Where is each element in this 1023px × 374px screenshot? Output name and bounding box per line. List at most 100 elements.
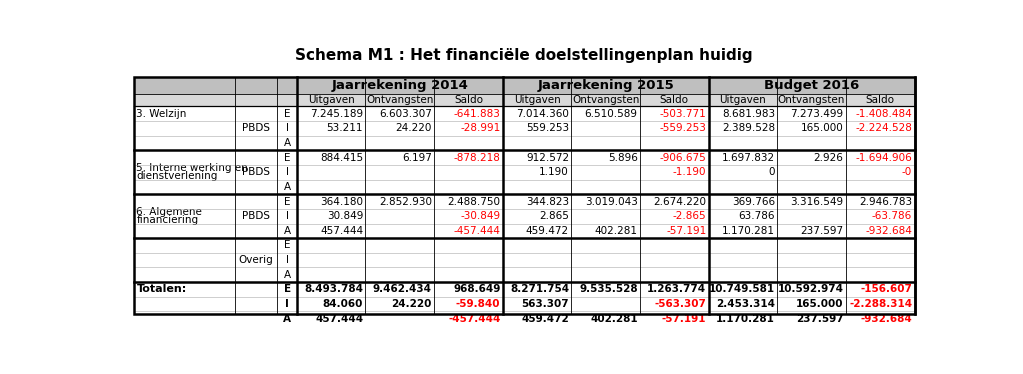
Bar <box>502 94 572 107</box>
Text: 8.493.784: 8.493.784 <box>304 284 363 294</box>
Text: 2.488.750: 2.488.750 <box>447 197 500 206</box>
Text: E: E <box>284 109 291 119</box>
Text: 6.197: 6.197 <box>402 153 432 163</box>
Text: 1.697.832: 1.697.832 <box>722 153 774 163</box>
Text: 402.281: 402.281 <box>594 226 637 236</box>
Text: -503.771: -503.771 <box>660 109 706 119</box>
Text: Overig: Overig <box>238 255 273 265</box>
Text: -1.190: -1.190 <box>673 167 706 177</box>
Text: E: E <box>284 240 291 251</box>
Text: PBDS: PBDS <box>242 211 270 221</box>
Text: E: E <box>284 153 291 163</box>
Bar <box>134 77 915 314</box>
Text: I: I <box>285 299 290 309</box>
Text: Saldo: Saldo <box>865 95 895 105</box>
Bar <box>640 94 709 107</box>
Text: 30.849: 30.849 <box>326 211 363 221</box>
Text: Saldo: Saldo <box>454 95 483 105</box>
Text: Budget 2016: Budget 2016 <box>764 79 859 92</box>
Text: 7.014.360: 7.014.360 <box>517 109 569 119</box>
Text: 63.786: 63.786 <box>739 211 774 221</box>
Text: Uitgaven: Uitgaven <box>514 95 561 105</box>
Bar <box>297 77 502 94</box>
Text: 402.281: 402.281 <box>590 314 637 324</box>
Text: -2.288.314: -2.288.314 <box>849 299 913 309</box>
Text: 1.263.774: 1.263.774 <box>648 284 706 294</box>
Text: Totalen:: Totalen: <box>136 284 186 294</box>
Text: 10.592.974: 10.592.974 <box>777 284 844 294</box>
Bar <box>709 77 915 94</box>
Text: 237.597: 237.597 <box>796 314 844 324</box>
Text: Ontvangsten: Ontvangsten <box>777 95 845 105</box>
Text: 369.766: 369.766 <box>731 197 774 206</box>
Text: 237.597: 237.597 <box>800 226 844 236</box>
Text: 8.681.983: 8.681.983 <box>722 109 774 119</box>
Text: 563.307: 563.307 <box>522 299 569 309</box>
Text: 2.453.314: 2.453.314 <box>716 299 774 309</box>
Text: 457.444: 457.444 <box>320 226 363 236</box>
Text: 24.220: 24.220 <box>392 299 432 309</box>
Text: -2.224.528: -2.224.528 <box>855 123 913 134</box>
Text: 2.674.220: 2.674.220 <box>654 197 706 206</box>
Text: 2.389.528: 2.389.528 <box>722 123 774 134</box>
Text: 10.749.581: 10.749.581 <box>709 284 774 294</box>
Text: 2.946.783: 2.946.783 <box>859 197 913 206</box>
Text: 6. Algemene: 6. Algemene <box>136 207 203 217</box>
Bar <box>134 77 915 314</box>
Text: 0: 0 <box>768 167 774 177</box>
Text: PBDS: PBDS <box>242 167 270 177</box>
Text: -57.191: -57.191 <box>662 314 706 324</box>
Text: -0: -0 <box>902 167 913 177</box>
Text: Jaarrekening 2014: Jaarrekening 2014 <box>331 79 469 92</box>
Text: 459.472: 459.472 <box>522 314 569 324</box>
Text: -906.675: -906.675 <box>660 153 706 163</box>
Text: Uitgaven: Uitgaven <box>719 95 766 105</box>
Text: -2.865: -2.865 <box>673 211 706 221</box>
Text: A: A <box>283 138 291 148</box>
Bar <box>502 77 709 94</box>
Text: -1.694.906: -1.694.906 <box>855 153 913 163</box>
Text: -28.991: -28.991 <box>460 123 500 134</box>
Text: -1.408.484: -1.408.484 <box>855 109 913 119</box>
Text: -457.444: -457.444 <box>448 314 500 324</box>
Text: 6.510.589: 6.510.589 <box>585 109 637 119</box>
Text: 2.926: 2.926 <box>813 153 844 163</box>
Bar <box>297 94 365 107</box>
Text: 7.273.499: 7.273.499 <box>791 109 844 119</box>
Text: 165.000: 165.000 <box>801 123 844 134</box>
Bar <box>846 94 915 107</box>
Text: 968.649: 968.649 <box>453 284 500 294</box>
Text: 2.852.930: 2.852.930 <box>379 197 432 206</box>
Bar <box>365 94 434 107</box>
Text: 1.170.281: 1.170.281 <box>722 226 774 236</box>
Text: 84.060: 84.060 <box>322 299 363 309</box>
Text: -878.218: -878.218 <box>453 153 500 163</box>
Text: Ontvangsten: Ontvangsten <box>366 95 434 105</box>
Text: 1.170.281: 1.170.281 <box>716 314 774 324</box>
Text: PBDS: PBDS <box>242 123 270 134</box>
Text: 8.271.754: 8.271.754 <box>509 284 569 294</box>
Text: 559.253: 559.253 <box>526 123 569 134</box>
Bar <box>134 77 297 94</box>
Bar <box>572 94 640 107</box>
Text: 457.444: 457.444 <box>315 314 363 324</box>
Text: 459.472: 459.472 <box>526 226 569 236</box>
Text: 9.535.528: 9.535.528 <box>579 284 637 294</box>
Text: -563.307: -563.307 <box>655 299 706 309</box>
Text: 2.865: 2.865 <box>539 211 569 221</box>
Text: 1.190: 1.190 <box>539 167 569 177</box>
Text: Schema M1 : Het financiële doelstellingenplan huidig: Schema M1 : Het financiële doelstellinge… <box>296 48 753 63</box>
Text: I: I <box>285 211 288 221</box>
Text: Uitgaven: Uitgaven <box>308 95 355 105</box>
Text: 884.415: 884.415 <box>320 153 363 163</box>
Text: Ontvangsten: Ontvangsten <box>572 95 639 105</box>
Text: -932.684: -932.684 <box>860 314 913 324</box>
Text: -59.840: -59.840 <box>456 299 500 309</box>
Text: -156.607: -156.607 <box>860 284 913 294</box>
Text: 7.245.189: 7.245.189 <box>310 109 363 119</box>
Text: 6.603.307: 6.603.307 <box>379 109 432 119</box>
Bar <box>134 94 297 107</box>
Text: 912.572: 912.572 <box>526 153 569 163</box>
Text: A: A <box>283 226 291 236</box>
Text: -641.883: -641.883 <box>453 109 500 119</box>
